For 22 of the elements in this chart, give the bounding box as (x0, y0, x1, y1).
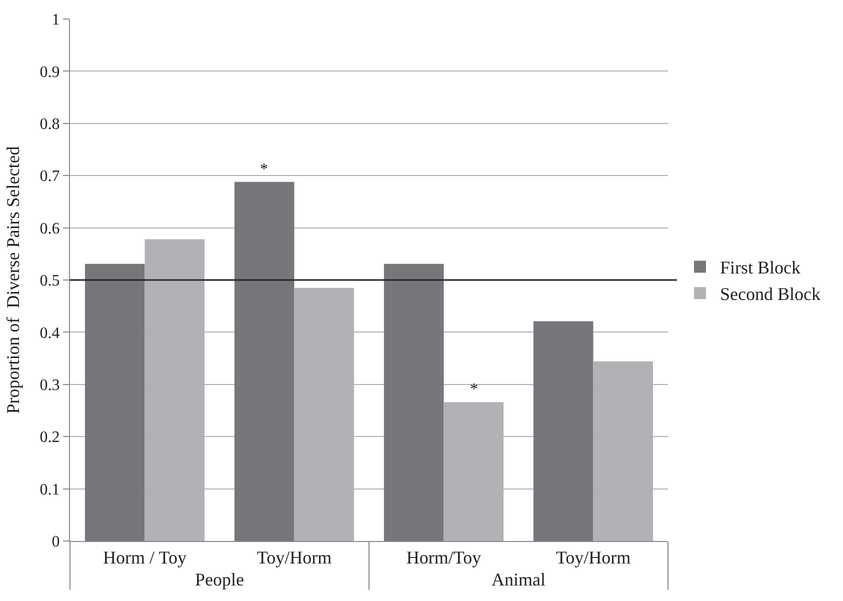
y-tick-label: 0.2 (40, 429, 60, 446)
y-tick-label: 0.1 (40, 481, 60, 498)
y-tick-label: 0.4 (40, 324, 60, 342)
legend-label: Second Block (720, 284, 820, 304)
x-tick-label: Horm / Toy (103, 548, 186, 568)
y-tick-label: 0.5 (40, 272, 60, 290)
text: Animal (492, 570, 546, 590)
y-tick-label: 0.8 (40, 116, 60, 133)
y-tick-label: 0.7 (40, 168, 60, 186)
y-tick-label: 0.6 (40, 220, 60, 238)
annotation: * (260, 161, 268, 178)
y-tick-label: 0.3 (40, 377, 60, 394)
y-axis-title: Proportion of Diverse Pairs Selected (3, 146, 23, 414)
x-tick-label: Toy/Horm (256, 548, 332, 568)
y-tick-label: 0.9 (40, 64, 60, 81)
x-tick-label: Horm/Toy (406, 548, 482, 568)
annotation: * (470, 381, 478, 398)
y-tick-label: 1 (52, 12, 60, 29)
x-tick-label: Toy/Horm (556, 548, 631, 568)
text: People (195, 570, 244, 590)
legend-label: First Block (720, 258, 800, 278)
y-tick-label: 0 (52, 534, 60, 551)
